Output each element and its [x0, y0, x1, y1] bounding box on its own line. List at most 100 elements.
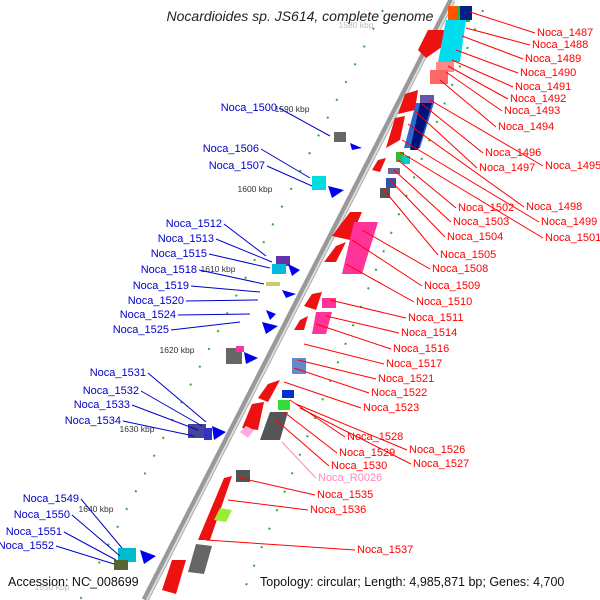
gene-label-right: Noca_1514	[401, 327, 457, 339]
leader-line	[393, 169, 452, 223]
gene-label-left: Noca_1524	[120, 309, 176, 321]
gene-label-right: Noca_1489	[525, 53, 581, 65]
gene-label-left: Noca_1532	[83, 385, 139, 397]
tick-label: 1650 kbp	[35, 582, 70, 592]
tick-label: 1640 kbp	[79, 504, 114, 514]
leader-line	[223, 223, 267, 257]
gene-arrow	[140, 550, 156, 564]
gene-label-left: Noca_1506	[203, 143, 259, 155]
genome-backbone-highlight	[146, 0, 455, 600]
leader-line	[71, 514, 121, 557]
leader-line	[185, 299, 259, 302]
gene-arrow	[294, 316, 308, 330]
gene-label-right: Noca_1504	[447, 231, 503, 243]
gene-arrow	[372, 158, 386, 172]
gene-block	[312, 312, 332, 334]
gene-label-left: Noca_1519	[133, 280, 189, 292]
gene-block	[114, 560, 128, 570]
leader-line	[131, 404, 199, 431]
leader-line	[447, 65, 509, 100]
accession-text: Accession: NC_008699	[8, 575, 139, 589]
leader-line	[122, 420, 195, 437]
leader-line	[455, 49, 519, 74]
gene-label-right: Noca_1505	[440, 249, 496, 261]
gene-label-right: Noca_1491	[515, 81, 571, 93]
gene-label-right: Noca_1490	[520, 67, 576, 79]
gene-arrow	[324, 242, 346, 262]
tick-label: 1620 kbp	[160, 345, 195, 355]
leader-line	[147, 372, 207, 423]
gene-label-right: Noca_1517	[386, 358, 442, 370]
gene-block	[204, 428, 212, 440]
gene-block	[260, 412, 288, 440]
gene-label-right: Noca_1537	[357, 544, 413, 556]
gene-label-right: Noca_1508	[432, 263, 488, 275]
gene-block	[276, 256, 290, 266]
gene-label-right: Noca_1501	[545, 232, 600, 244]
gene-block	[460, 6, 472, 20]
gene-arrow	[162, 560, 186, 594]
leader-line	[198, 269, 265, 285]
gene-label-right: Noca_1496	[485, 147, 541, 159]
leader-line	[297, 359, 377, 380]
leader-line	[315, 323, 392, 350]
gene-label-left: Noca_1512	[166, 218, 222, 230]
leader-line	[177, 313, 251, 316]
gene-label-right: Noca_1498	[526, 201, 582, 213]
leader-line	[208, 253, 271, 269]
gene-block	[214, 508, 232, 522]
gene-block	[278, 400, 290, 410]
leader-line	[239, 477, 316, 496]
gene-block	[436, 62, 454, 72]
gene-arrow	[282, 290, 296, 298]
gene-label-left: Noca_1525	[113, 324, 169, 336]
gene-label-right: Noca_1503	[453, 216, 509, 228]
gene-block	[342, 222, 378, 274]
gene-block	[396, 152, 404, 162]
gene-block	[430, 70, 448, 84]
leader-line	[407, 123, 525, 208]
gene-label-right: Noca_1493	[504, 105, 560, 117]
leader-line	[299, 407, 412, 465]
gene-block	[240, 426, 254, 438]
gene-label-right: Noca_1516	[393, 343, 449, 355]
gene-label-left: Noca_1549	[23, 493, 79, 505]
gene-arrow	[418, 30, 446, 58]
gene-arrow	[386, 116, 405, 148]
leader-line	[281, 441, 317, 479]
gene-label-right: Noca_1526	[409, 444, 465, 456]
gene-label-right: Noca_1510	[416, 296, 472, 308]
tick-label: 1580 kbp	[339, 20, 374, 30]
gene-block	[322, 298, 336, 308]
gene-label-left: Noca_1518	[141, 264, 197, 276]
gene-label-right: Noca_1527	[413, 458, 469, 470]
gene-label-left: Noca_1534	[65, 415, 121, 427]
gene-label-right: Noca_1499	[541, 216, 597, 228]
leader-line	[325, 315, 400, 334]
gene-block	[282, 390, 294, 398]
leader-line	[293, 367, 370, 394]
gene-block	[448, 6, 458, 20]
gene-arrow	[198, 476, 232, 540]
leader-line	[283, 381, 362, 409]
gene-label-right: Noca_1535	[317, 489, 373, 501]
gene-arrow	[244, 352, 258, 364]
gene-label-right: Noca_1522	[371, 387, 427, 399]
leader-line	[190, 285, 261, 293]
leader-line	[329, 299, 407, 319]
genome-backbone	[141, 0, 456, 600]
gene-label-right: Noca_1530	[331, 460, 387, 472]
leader-line	[415, 111, 478, 169]
gene-label-left: Noca_1531	[90, 367, 146, 379]
gene-arrow	[350, 143, 362, 150]
gene-block	[118, 548, 136, 562]
gene-label-right: Noca_1497	[479, 162, 535, 174]
leader-line	[351, 239, 423, 287]
gene-label-left: Noca_1515	[151, 248, 207, 260]
tick-label: 1600 kbp	[238, 184, 273, 194]
leader-line	[461, 35, 524, 60]
gene-block	[266, 282, 280, 286]
leader-line	[397, 159, 457, 209]
leader-lines	[55, 11, 544, 565]
